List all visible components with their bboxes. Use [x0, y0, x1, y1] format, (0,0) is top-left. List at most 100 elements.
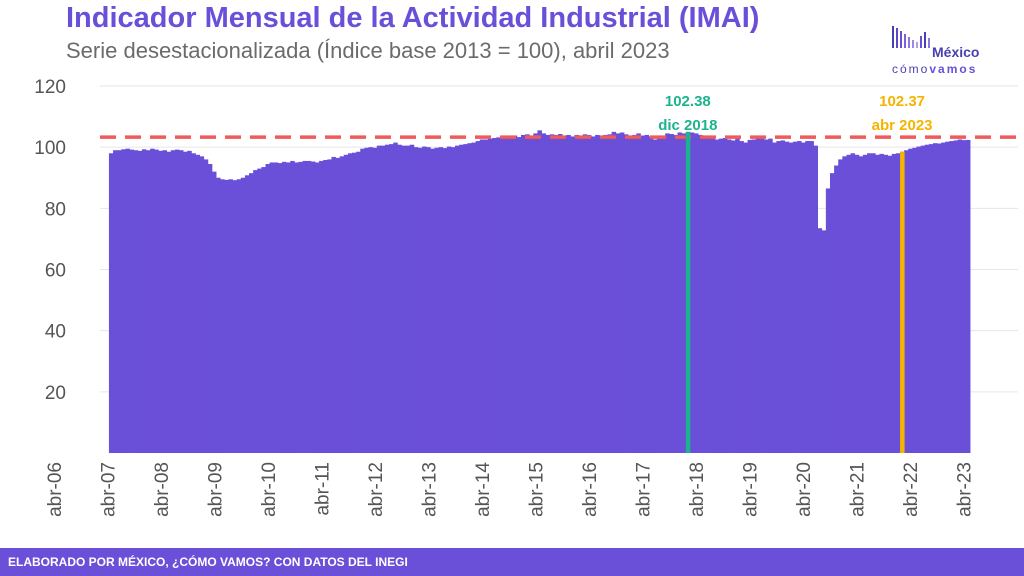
bar [623, 134, 629, 454]
bar [405, 145, 411, 453]
bar [207, 163, 213, 454]
bar [731, 140, 736, 453]
bar [331, 156, 336, 453]
bar [249, 173, 254, 453]
bar [257, 168, 262, 453]
x-tick-label: abr-20 [794, 462, 815, 517]
bar [920, 145, 926, 453]
bar [537, 130, 542, 454]
bar [108, 153, 114, 454]
bar [323, 160, 328, 454]
bar [393, 142, 398, 453]
bar [656, 135, 662, 454]
logo-text-como-vamos: cómovamos [892, 62, 977, 76]
bar [825, 188, 831, 453]
bar [508, 137, 514, 453]
bar [335, 157, 341, 453]
bar [599, 135, 604, 454]
bar [768, 138, 773, 453]
bar [137, 150, 143, 453]
bar [961, 140, 967, 453]
x-tick-label: abr-08 [152, 462, 173, 517]
bar [158, 150, 163, 453]
bar [426, 147, 431, 453]
y-tick-label: 40 [45, 322, 66, 343]
x-tick-label: abr-06 [45, 462, 66, 517]
bar [302, 160, 308, 453]
logo-text-mexico: México [932, 44, 980, 60]
bar [706, 136, 711, 453]
bar [632, 134, 637, 453]
bar [755, 137, 761, 453]
bar [578, 135, 584, 454]
x-tick-label: abr-13 [420, 462, 441, 517]
bar [858, 156, 864, 453]
imai-bar-chart: 20 40 60 80 100 120 abr-06 abr-07 abr-08 abr-09 ab… [34, 77, 1018, 517]
bar [854, 154, 860, 453]
bar [253, 170, 258, 453]
bar [199, 156, 205, 453]
bar [834, 165, 839, 453]
bar [479, 139, 485, 454]
footer-bar: ELABORADO POR MÉXICO, ¿CÓMO VAMOS? CON D… [0, 548, 1024, 576]
bar [125, 148, 130, 453]
bar [850, 153, 856, 454]
bar [150, 148, 155, 453]
bar [475, 141, 481, 454]
x-tick-label: abr-19 [741, 462, 762, 517]
bars-logo-icon [892, 26, 930, 48]
bar [772, 142, 777, 453]
bar [570, 136, 575, 453]
bar [146, 150, 151, 453]
bar [574, 134, 580, 453]
y-tick-label: 80 [45, 199, 66, 220]
bar [533, 133, 538, 453]
bar [368, 147, 374, 453]
bar [743, 142, 748, 453]
x-tick-label: abr-07 [99, 462, 120, 517]
bar [389, 144, 394, 453]
bar [644, 134, 650, 453]
logo-text-vamos: vamos [929, 62, 978, 76]
bar [887, 155, 893, 454]
bar [170, 150, 176, 453]
bar [347, 153, 353, 454]
annotation-marker [685, 131, 691, 453]
bar [397, 144, 402, 453]
bar [792, 141, 798, 453]
bar [924, 144, 930, 453]
bar [401, 145, 406, 453]
bar [726, 139, 732, 454]
bar [702, 137, 707, 453]
bar [178, 150, 184, 453]
bar [409, 144, 415, 453]
bar [343, 154, 349, 453]
y-tick-label: 120 [34, 77, 66, 98]
bar [487, 138, 493, 453]
bar [417, 147, 423, 454]
bar [714, 139, 720, 454]
bar [356, 151, 361, 454]
bar [360, 148, 365, 453]
bar [867, 153, 872, 454]
bar [121, 149, 126, 453]
bar [384, 144, 390, 453]
bar [286, 162, 291, 454]
bar [244, 175, 250, 453]
bar [174, 149, 180, 453]
bar [776, 141, 781, 454]
bar [236, 179, 242, 453]
bar [154, 149, 159, 453]
bar [380, 145, 386, 453]
x-tick-label: abr-17 [634, 462, 655, 517]
bar [187, 150, 192, 453]
annotation-date: dic 2018 [658, 117, 717, 134]
x-tick-label: abr-10 [259, 462, 280, 517]
bar [566, 134, 571, 453]
bar [908, 148, 913, 453]
bar [467, 143, 472, 453]
y-tick-label: 60 [45, 261, 66, 282]
bar [220, 179, 225, 453]
bar [438, 147, 444, 453]
bar [430, 148, 435, 453]
